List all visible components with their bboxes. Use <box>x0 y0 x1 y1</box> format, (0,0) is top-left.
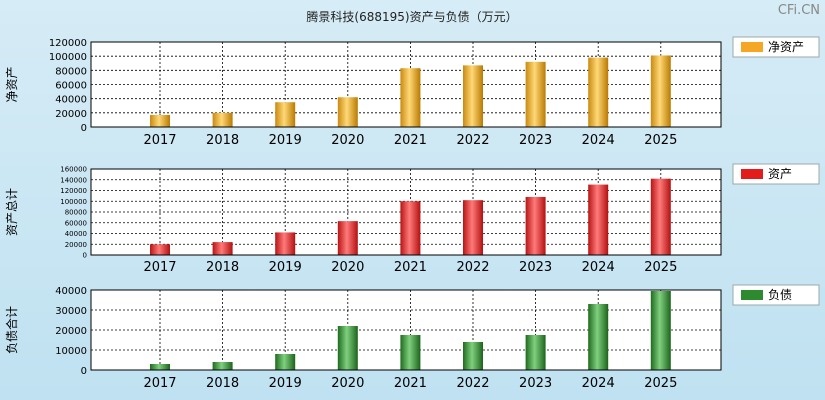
bar-净资产-2019 <box>275 102 296 127</box>
legend-2: 资产 <box>732 163 820 185</box>
plot-border <box>90 289 722 371</box>
x-tick-label: 2019 <box>269 133 302 148</box>
bar-资产-2017 <box>150 244 170 255</box>
x-tick-label: 2023 <box>519 376 552 391</box>
bar-净资产-2018 <box>212 112 233 127</box>
bar-净资产-2017 <box>150 114 170 127</box>
legend-1: 净资产 <box>732 36 820 58</box>
bar-资产-2024 <box>588 184 609 255</box>
x-tick-label: 2023 <box>519 260 552 275</box>
x-tick-label: 2020 <box>331 260 364 275</box>
y-tick-label: 80000 <box>55 66 87 77</box>
bar-负债-2019 <box>275 354 296 370</box>
x-tick-label: 2021 <box>394 260 427 275</box>
x-tick-label: 2022 <box>456 260 489 275</box>
plot-border <box>90 41 722 128</box>
x-tick-label: 2018 <box>206 260 239 275</box>
bar-负债-2022 <box>463 342 483 370</box>
legend-label: 负债 <box>768 288 792 302</box>
legend-3: 负债 <box>732 284 820 306</box>
x-tick-label: 2022 <box>456 133 489 148</box>
bar-负债-2017 <box>150 364 170 370</box>
panel-3: 0 10000 20000 30000 40000 2017 2018 2019 2020 202… <box>4 284 820 391</box>
x-tick-label: 2020 <box>331 376 364 391</box>
bar-资产-2023 <box>525 196 546 255</box>
x-tick-label: 2025 <box>644 260 677 275</box>
x-tick-label: 2018 <box>206 133 239 148</box>
bar-资产-2018 <box>212 242 233 255</box>
bar-负债-2024 <box>588 304 609 370</box>
y-tick-label: 120000 <box>60 187 87 195</box>
legend-swatch <box>741 290 763 300</box>
y-tick-label: 100000 <box>60 198 87 206</box>
y-tick-label: 20000 <box>65 241 87 249</box>
x-tick-label: 2021 <box>394 133 427 148</box>
x-tick-label: 2024 <box>582 260 615 275</box>
x-tick-label: 2019 <box>269 376 302 391</box>
x-tick-label: 2025 <box>644 376 677 391</box>
y-tick-label: 20000 <box>55 326 87 337</box>
bar-资产-2025 <box>650 178 671 255</box>
y-tick-label: 120000 <box>49 38 87 49</box>
bar-净资产-2020 <box>337 97 358 127</box>
bar-资产-2020 <box>337 221 358 255</box>
y-tick-label: 140000 <box>60 176 87 184</box>
x-tick-label: 2017 <box>143 376 176 391</box>
bar-净资产-2024 <box>588 57 609 128</box>
legend-label: 净资产 <box>768 40 804 54</box>
x-tick-label: 2017 <box>143 133 176 148</box>
legend-label: 资产 <box>768 167 792 181</box>
legend-swatch <box>741 169 763 179</box>
x-tick-label: 2019 <box>269 260 302 275</box>
bar-净资产-2022 <box>463 65 483 127</box>
y-tick-label: 60000 <box>65 219 87 227</box>
y-tick-label: 160000 <box>60 166 87 174</box>
y-tick-label: 0 <box>83 252 87 260</box>
bar-负债-2025 <box>650 291 671 370</box>
x-tick-label: 2025 <box>644 133 677 148</box>
bar-负债-2020 <box>337 326 358 370</box>
y-tick-label: 60000 <box>55 81 87 92</box>
bar-资产-2019 <box>275 232 296 255</box>
y-tick-label: 0 <box>81 123 87 134</box>
y-axis-label: 负债合计 <box>4 306 19 354</box>
x-tick-label: 2017 <box>143 260 176 275</box>
x-tick-label: 2023 <box>519 133 552 148</box>
panel-2: 0 20000 40000 60000 80000 100000 120000 140000 1… <box>5 163 820 275</box>
chart-title: 腾景科技(688195)资产与负债（万元） <box>306 9 517 24</box>
watermark: CFi.CN <box>778 3 820 18</box>
y-tick-label: 10000 <box>55 346 87 357</box>
x-tick-label: 2022 <box>456 376 489 391</box>
y-tick-label: 40000 <box>55 286 87 297</box>
bar-资产-2022 <box>463 200 483 255</box>
y-axis-label: 净资产 <box>5 66 19 102</box>
bar-负债-2021 <box>400 335 421 370</box>
plot-border <box>90 168 722 256</box>
bar-净资产-2023 <box>525 61 546 128</box>
bar-资产-2021 <box>400 201 421 255</box>
y-tick-label: 0 <box>81 366 87 377</box>
bar-净资产-2025 <box>650 55 671 128</box>
y-tick-label: 80000 <box>65 209 87 217</box>
x-tick-label: 2024 <box>582 376 615 391</box>
y-tick-label: 40000 <box>65 230 87 238</box>
y-axis-label: 资产总计 <box>5 188 19 236</box>
bar-负债-2023 <box>525 335 546 370</box>
y-tick-label: 100000 <box>49 52 87 63</box>
y-tick-label: 40000 <box>55 95 87 106</box>
bar-净资产-2021 <box>400 68 421 127</box>
x-tick-label: 2020 <box>331 133 364 148</box>
x-tick-label: 2018 <box>206 376 239 391</box>
bar-负债-2018 <box>212 362 233 370</box>
panel-1: 0 20000 40000 60000 80000 100000 120000 2017 201… <box>5 36 820 148</box>
x-tick-label: 2024 <box>582 133 615 148</box>
y-tick-label: 30000 <box>55 306 87 317</box>
y-tick-label: 20000 <box>55 109 87 120</box>
x-tick-label: 2021 <box>394 376 427 391</box>
legend-swatch <box>741 42 763 52</box>
